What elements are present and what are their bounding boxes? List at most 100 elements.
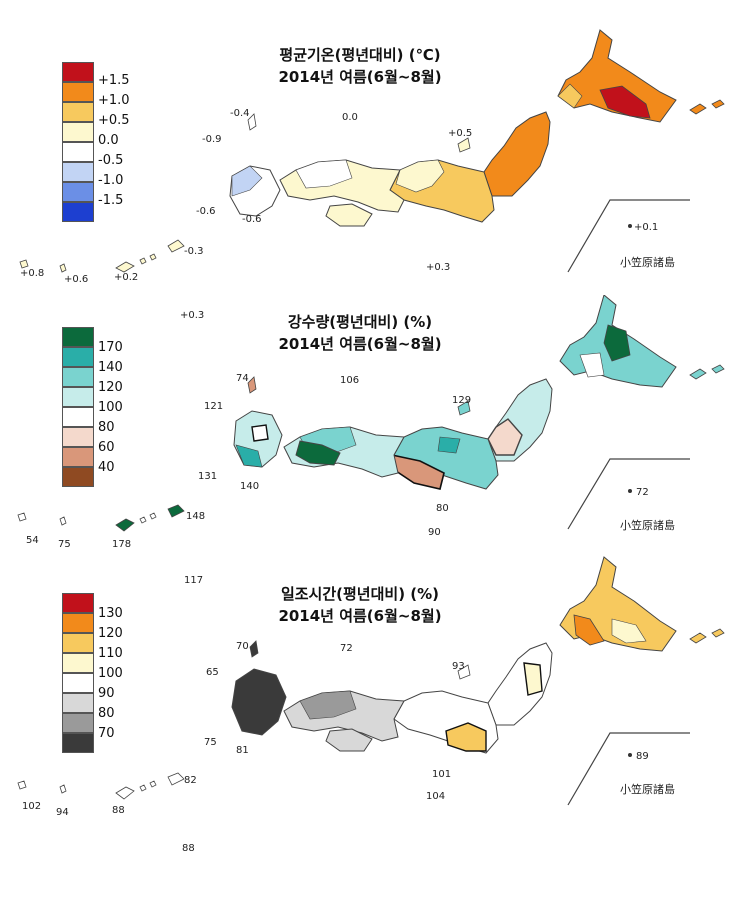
legend-label: 80 xyxy=(98,706,115,721)
legend-label: -1.5 xyxy=(98,193,124,208)
shikoku-region xyxy=(295,440,341,466)
value-label: +0.5 xyxy=(448,128,473,139)
legend-swatch-2 xyxy=(62,82,94,102)
value-label: 54 xyxy=(26,535,39,546)
value-label: 90 xyxy=(428,527,441,538)
value-label: -0.4 xyxy=(230,108,250,119)
legend-label: 80 xyxy=(98,420,115,435)
legend-swatch-6 xyxy=(62,427,94,447)
okinawa-islands xyxy=(115,239,185,273)
inset-frame xyxy=(567,199,690,273)
ogasawara-dot xyxy=(628,489,632,493)
legend-label: 170 xyxy=(98,340,123,355)
hokkaido-white xyxy=(579,352,605,378)
kyushu-blue xyxy=(231,165,263,197)
legend-label: 100 xyxy=(98,666,123,681)
legend-label: 130 xyxy=(98,606,123,621)
legend-swatch-8 xyxy=(62,733,94,753)
value-label: 74 xyxy=(236,373,249,384)
sunshine-map-panel: 일조시간(평년대비) (%) 2014년 여름(6월~8월) 130 120 1… xyxy=(0,555,750,855)
value-label: -0.3 xyxy=(184,246,204,257)
hokkaido-dark xyxy=(603,324,631,362)
value-label: 89 xyxy=(636,751,649,762)
title-line-1: 강수량(평년대비) (%) xyxy=(287,313,433,331)
legend-label: +1.0 xyxy=(98,93,130,108)
title-line-1: 일조시간(평년대비) (%) xyxy=(280,585,440,603)
tsushima-island xyxy=(249,640,259,658)
value-label: 88 xyxy=(112,805,125,816)
legend-swatch-1 xyxy=(62,593,94,613)
legend-label: 110 xyxy=(98,646,123,661)
tohoku-region xyxy=(487,642,553,726)
ogasawara-label: 小笠原諸島 xyxy=(620,519,675,532)
legend-label: 70 xyxy=(98,726,115,741)
japan-temperature-map xyxy=(19,29,725,273)
legend-label: 140 xyxy=(98,360,123,375)
sado-island xyxy=(457,137,471,153)
legend-swatch-4 xyxy=(62,122,94,142)
tsushima-island xyxy=(247,113,257,131)
value-label: 70 xyxy=(236,641,249,652)
legend-swatch-4 xyxy=(62,387,94,407)
legend-label: -0.5 xyxy=(98,153,124,168)
value-label: 94 xyxy=(56,807,69,818)
value-label: 129 xyxy=(452,395,472,406)
value-label: -0.9 xyxy=(202,134,222,145)
legend-label: +1.5 xyxy=(98,73,130,88)
hokkaido-orange xyxy=(573,614,605,646)
shikoku-region xyxy=(325,203,373,227)
sado-island xyxy=(457,664,471,680)
legend-swatch-2 xyxy=(62,347,94,367)
legend-swatch-6 xyxy=(62,162,94,182)
value-label: +0.6 xyxy=(64,274,89,285)
japan-sunshine-map xyxy=(17,556,725,806)
value-label: 75 xyxy=(58,539,71,550)
okinawa-islands xyxy=(115,772,185,800)
chugoku-white xyxy=(295,159,353,189)
hokkaido-yellow xyxy=(557,83,583,109)
okinawa-islands xyxy=(115,504,185,532)
temperature-map-panel: 평균기온(평년대비) (℃) 2014년 여름(6월~8월) +1.5 +1.0… xyxy=(0,0,750,321)
panel-title: 일조시간(평년대비) (%) 2014년 여름(6월~8월) xyxy=(200,583,520,627)
legend-swatch-3 xyxy=(62,633,94,653)
legend-swatch-5 xyxy=(62,142,94,162)
legend-label: 0.0 xyxy=(98,133,119,148)
value-label: 148 xyxy=(186,511,206,522)
legend-label: 40 xyxy=(98,460,115,475)
value-label: +0.1 xyxy=(634,222,659,233)
legend-swatch-8 xyxy=(62,202,94,222)
shikoku-region xyxy=(325,728,373,752)
value-label: 101 xyxy=(432,769,452,780)
sado-island xyxy=(457,400,471,416)
legend-swatch-7 xyxy=(62,447,94,467)
value-label: 81 xyxy=(236,745,249,756)
value-label: 178 xyxy=(112,539,132,550)
legend-swatch-5 xyxy=(62,673,94,693)
legend-swatch-3 xyxy=(62,367,94,387)
value-label: 131 xyxy=(198,471,218,482)
ogasawara-label: 小笠原諸島 xyxy=(620,256,675,269)
hokkaido-region xyxy=(557,29,677,123)
chugoku-gray xyxy=(299,690,357,720)
value-label: 88 xyxy=(182,843,195,854)
legend-swatch-3 xyxy=(62,102,94,122)
value-label: 0.0 xyxy=(342,112,358,123)
island-dots xyxy=(19,253,157,273)
legend-swatch-5 xyxy=(62,407,94,427)
legend-label: +0.5 xyxy=(98,113,130,128)
legend-label: 60 xyxy=(98,440,115,455)
value-label: -0.6 xyxy=(196,206,216,217)
value-label: 75 xyxy=(204,737,217,748)
central-dark xyxy=(437,436,461,454)
tohoku-region xyxy=(483,111,551,197)
value-label: +0.3 xyxy=(180,310,205,321)
value-label: 121 xyxy=(204,401,224,412)
legend-label: 100 xyxy=(98,400,123,415)
panel-title: 평균기온(평년대비) (℃) 2014년 여름(6월~8월) xyxy=(200,44,520,88)
kanto-yellow xyxy=(445,722,487,752)
value-label: 80 xyxy=(436,503,449,514)
precipitation-map-panel: 강수량(평년대비) (%) 2014년 여름(6월~8월) 170 140 12… xyxy=(0,295,750,586)
title-line-2: 2014년 여름(6월~8월) xyxy=(278,335,442,353)
legend-swatch-4 xyxy=(62,653,94,673)
value-label: -0.6 xyxy=(242,214,262,225)
